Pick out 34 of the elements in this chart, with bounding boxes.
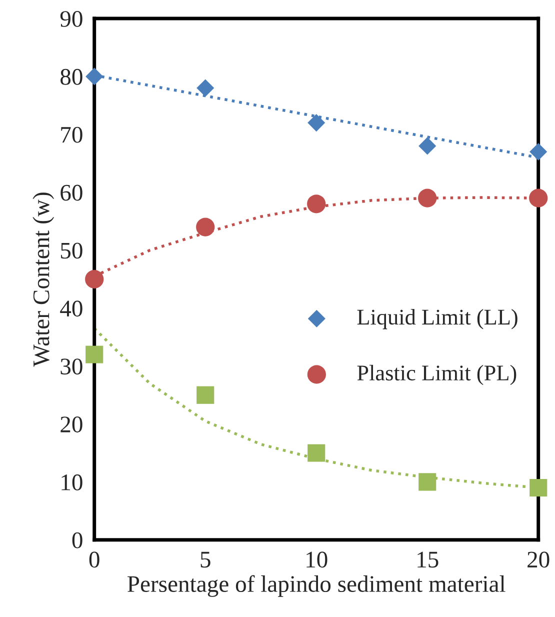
point [529,188,548,208]
point [418,473,436,491]
y-tick-label: 40 [60,300,82,317]
x-tick-label: 20 [528,552,550,568]
y-tick-label: 80 [60,68,82,85]
point [196,218,215,236]
y-tick-label: 50 [61,242,82,259]
point [308,444,326,462]
legend-label: Liquid Limit (LL) [357,309,518,330]
x-tick-label: 5 [200,552,210,568]
point [196,386,214,404]
point [196,79,214,97]
x-tick-label: 10 [306,552,328,568]
y-tick-label: 20 [60,416,82,432]
y-tick-label: 60 [60,184,82,201]
point [418,137,436,155]
y-axis-title: Water Content (w) [32,192,54,367]
point [530,478,548,497]
point [308,114,326,132]
y-tick-label: 0 [72,532,82,548]
y-tick-label: 30 [60,358,82,375]
point [86,346,104,364]
point [307,194,326,214]
x-tick-label: 15 [418,552,438,568]
x-tick-label: 0 [89,552,100,568]
point [418,188,437,208]
point [530,142,548,161]
point [86,68,104,86]
y-tick-label: 10 [62,474,82,490]
y-tick-label: 70 [61,126,82,143]
legend-label: Plastic Limit (PL) [357,364,516,386]
point [85,270,104,289]
y-tick-label: 90 [60,11,82,27]
x-axis-title: Persentage of lapindo sediment material [128,575,506,597]
